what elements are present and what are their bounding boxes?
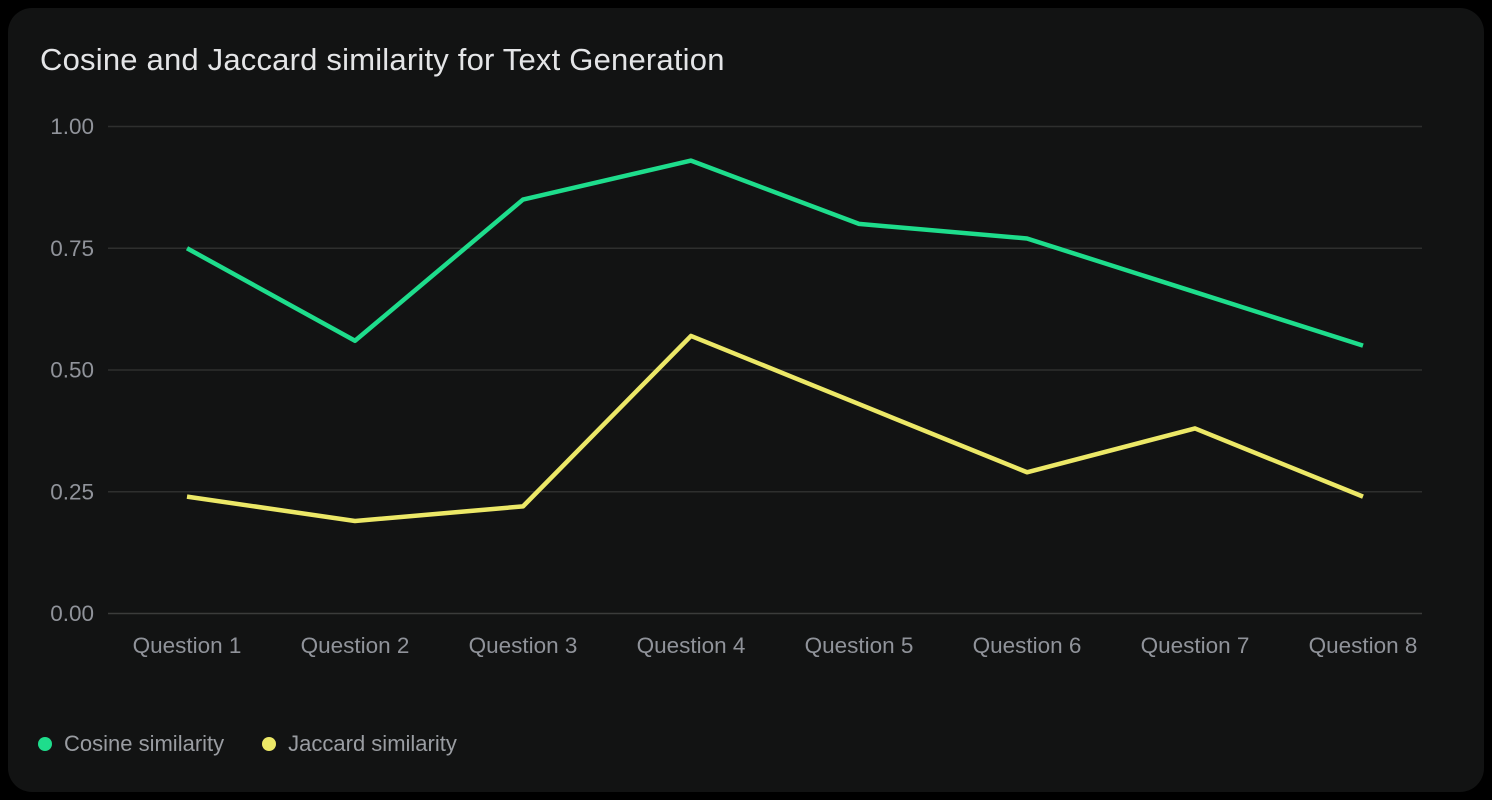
legend-label-cosine: Cosine similarity [64,731,225,756]
y-tick-label: 0.00 [50,601,94,626]
x-axis-label: Question 2 [301,633,410,658]
legend-item-jaccard[interactable]: Jaccard similarity [262,731,457,757]
legend-label-jaccard: Jaccard similarity [288,731,457,756]
legend-dot-jaccard [262,737,277,751]
x-axis-label: Question 1 [133,633,242,658]
y-tick-label: 0.75 [50,236,94,261]
x-axis-label: Question 3 [469,633,578,658]
y-tick-label: 0.50 [50,358,94,383]
x-axis-label: Question 6 [973,633,1082,658]
y-tick-label: 0.25 [50,479,94,504]
x-axis-label: Question 5 [805,633,914,658]
x-axis-label: Question 4 [637,633,746,658]
jaccard-line [186,333,1364,524]
chart-legend: Cosine similarity Jaccard similarity [38,731,457,757]
x-axis-label: Question 8 [1309,633,1418,658]
chart-card: Cosine and Jaccard similarity for Text G… [8,8,1484,792]
legend-item-cosine[interactable]: Cosine similarity [38,731,224,757]
y-tick-label: 1.00 [50,114,94,139]
x-axis-label: Question 7 [1141,633,1250,658]
legend-dot-cosine [38,737,52,751]
cosine-line [185,158,1364,348]
chart-title: Cosine and Jaccard similarity for Text G… [40,42,725,77]
